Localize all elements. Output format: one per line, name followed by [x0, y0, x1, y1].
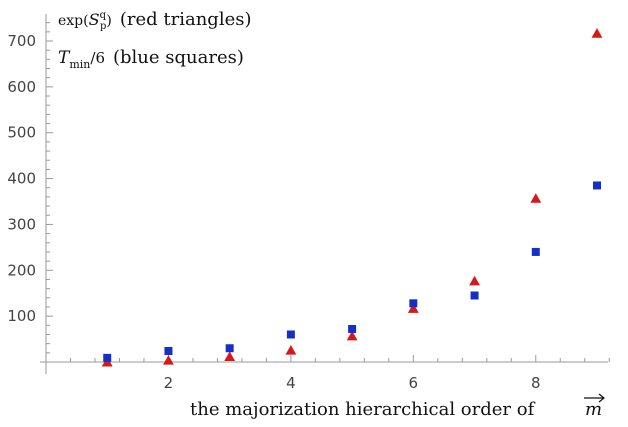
vector-arrow-head	[598, 393, 605, 403]
blue-square-point	[348, 324, 357, 333]
blue-square-point	[286, 330, 295, 339]
blue-square-point	[531, 247, 540, 256]
blue-square-point	[409, 299, 418, 308]
tick-labels: 100 200 300 400 500 600 700 2 4 6 8	[7, 32, 540, 392]
red-triangle-point	[530, 193, 542, 203]
axes	[40, 14, 608, 374]
data-points	[101, 28, 603, 367]
red-triangle-point	[407, 303, 419, 313]
y-tick-label: 400	[7, 170, 36, 188]
blue-square-point	[103, 353, 112, 362]
red-triangle-point	[346, 330, 358, 341]
annotation-blue-line: Tmin/6 (blue squares)	[58, 47, 244, 71]
x-tick-label: 6	[409, 374, 419, 392]
red-triangle-point	[285, 344, 297, 355]
annotation-red-line: exp(Sq p) (red triangles)	[58, 9, 252, 32]
y-tick-label: 600	[7, 78, 36, 96]
y-tick-label: 700	[7, 32, 36, 50]
x-tick-label: 4	[286, 374, 296, 392]
x-tick-label: 2	[164, 374, 174, 392]
y-tick-label: 300	[7, 215, 36, 233]
blue-square-point	[593, 181, 601, 190]
red-triangle-point	[224, 351, 236, 362]
x-tick-label: 8	[531, 374, 541, 392]
red-triangle-point	[469, 275, 480, 286]
x-axis-label: the majorization hierarchical order of	[190, 399, 536, 420]
blue-square-point	[470, 291, 479, 300]
tick-marks	[46, 22, 610, 362]
y-tick-label: 100	[7, 307, 36, 325]
x-axis-label-symbol: m	[585, 399, 602, 420]
red-triangle-point	[591, 28, 603, 38]
y-tick-label: 500	[7, 124, 36, 142]
red-triangle-point	[163, 355, 174, 365]
annotations: exp(Sq p) (red triangles) Tmin/6 (blue squa…	[58, 9, 252, 71]
blue-square-point	[164, 346, 173, 355]
blue-square-point	[225, 344, 234, 353]
x-axis-vector-symbol: m	[584, 393, 605, 420]
y-tick-label: 200	[7, 261, 36, 279]
